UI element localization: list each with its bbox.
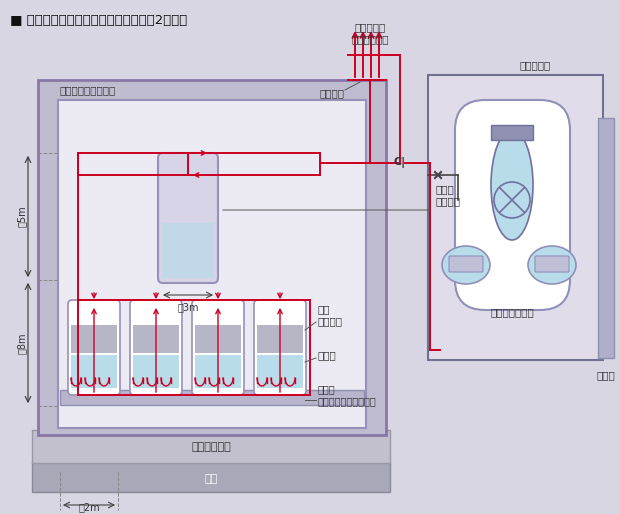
Bar	[32, 430, 390, 463]
Text: 原子炉建物
上部から排気: 原子炉建物 上部から排気	[352, 22, 389, 44]
Text: 岩盤: 岩盤	[205, 474, 218, 484]
Text: ヨウ素
フィルタ: ヨウ素 フィルタ	[435, 184, 460, 206]
Ellipse shape	[528, 246, 576, 284]
FancyBboxPatch shape	[130, 300, 182, 395]
Bar	[38, 80, 386, 435]
Bar	[491, 125, 533, 140]
FancyBboxPatch shape	[68, 300, 120, 395]
Text: 約2m: 約2m	[78, 502, 100, 512]
Bar	[257, 325, 303, 353]
Text: 約8m: 約8m	[17, 332, 27, 354]
Text: 約3m: 約3m	[177, 302, 199, 312]
Ellipse shape	[442, 246, 490, 284]
Bar	[32, 462, 390, 492]
Text: 水溶液: 水溶液	[318, 350, 337, 360]
Bar	[133, 325, 179, 353]
Text: 金属
フィルタ: 金属 フィルタ	[318, 304, 343, 326]
Text: 原子炉格納容器: 原子炉格納容器	[490, 307, 534, 317]
Text: 排気配管: 排気配管	[320, 88, 345, 98]
FancyBboxPatch shape	[455, 100, 570, 310]
Bar	[428, 75, 603, 360]
Bar	[195, 325, 241, 353]
Text: 格納槽
（鉄筋コンクリート）: 格納槽 （鉄筋コンクリート）	[318, 384, 377, 406]
Text: コンクリート: コンクリート	[191, 442, 231, 452]
Bar	[71, 325, 117, 353]
Text: C|: C|	[394, 157, 406, 169]
Bar	[162, 223, 214, 278]
FancyBboxPatch shape	[535, 256, 569, 272]
Text: 排気筒: 排気筒	[596, 370, 616, 380]
Text: ■ フィルタ付ベント設備イメージ図（2号機）: ■ フィルタ付ベント設備イメージ図（2号機）	[10, 14, 187, 27]
Bar	[195, 355, 241, 388]
Text: 約5m: 約5m	[17, 205, 27, 227]
Text: 原子炉建物: 原子炉建物	[520, 60, 551, 70]
Bar	[598, 118, 614, 358]
Text: 格納槽（地下埋設）: 格納槽（地下埋設）	[60, 85, 117, 95]
Bar	[133, 355, 179, 388]
Bar	[60, 390, 364, 405]
Bar	[71, 355, 117, 388]
Ellipse shape	[491, 130, 533, 240]
FancyBboxPatch shape	[254, 300, 306, 395]
Bar	[257, 355, 303, 388]
FancyBboxPatch shape	[449, 256, 483, 272]
Bar	[58, 100, 366, 428]
FancyBboxPatch shape	[192, 300, 244, 395]
FancyBboxPatch shape	[158, 153, 218, 283]
